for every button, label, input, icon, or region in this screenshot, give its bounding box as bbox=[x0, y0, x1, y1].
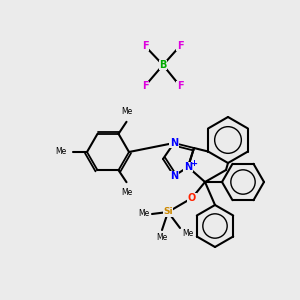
Text: N: N bbox=[170, 171, 178, 181]
Text: F: F bbox=[177, 81, 183, 91]
Text: O: O bbox=[188, 193, 196, 203]
Text: F: F bbox=[142, 81, 148, 91]
Text: F: F bbox=[142, 41, 148, 51]
Text: F: F bbox=[177, 41, 183, 51]
Text: Me: Me bbox=[156, 233, 168, 242]
Text: N: N bbox=[170, 138, 178, 148]
Text: N: N bbox=[184, 162, 192, 172]
Text: Me: Me bbox=[121, 107, 132, 116]
Text: B: B bbox=[159, 60, 167, 70]
Text: Me: Me bbox=[138, 209, 150, 218]
Text: +: + bbox=[190, 158, 197, 167]
Text: Me: Me bbox=[56, 148, 67, 157]
Text: Me: Me bbox=[121, 188, 132, 197]
Text: Me: Me bbox=[182, 230, 194, 238]
Text: Si: Si bbox=[163, 208, 173, 217]
